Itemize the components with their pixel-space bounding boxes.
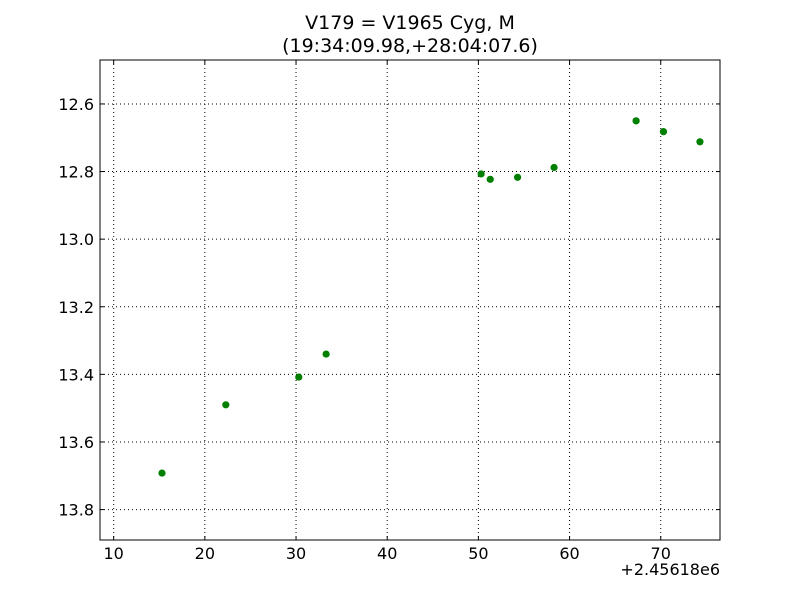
x-tick-label: 30 [286, 544, 306, 563]
x-tick-label: 40 [377, 544, 397, 563]
x-tick-labels: 10 20 30 40 50 60 70 [103, 544, 670, 563]
y-tick-label: 13.6 [58, 433, 94, 452]
data-point [632, 117, 640, 125]
x-tick-label: 60 [559, 544, 579, 563]
chart-title-line1: V179 = V1965 Cyg, M [305, 12, 515, 34]
x-tick-label: 20 [195, 544, 215, 563]
y-tick-labels: 12.6 12.8 13.0 13.2 13.4 13.6 13.8 [58, 95, 94, 520]
data-point [550, 163, 558, 172]
x-tick-label: 70 [651, 544, 671, 563]
plot-frame [99, 59, 721, 541]
data-point [486, 175, 494, 183]
y-tick-label: 13.4 [58, 365, 94, 384]
x-tick-label: 10 [103, 544, 123, 563]
data-point [477, 170, 485, 178]
data-points [158, 117, 704, 477]
grid-lines [100, 60, 720, 540]
data-point [222, 401, 230, 409]
x-tick-label: 50 [468, 544, 488, 563]
data-point [659, 128, 668, 136]
chart-title-line2: (19:34:09.98,+28:04:07.6) [282, 35, 538, 57]
axis-ticks [100, 60, 720, 540]
y-tick-label: 13.8 [58, 501, 94, 520]
x-axis-offset-label: +2.45618e6 [620, 560, 720, 579]
y-tick-label: 13.2 [58, 298, 94, 317]
y-tick-label: 12.8 [58, 163, 94, 182]
data-point [158, 469, 166, 477]
data-point [322, 350, 330, 358]
data-point [696, 138, 704, 146]
data-point [513, 173, 522, 181]
y-tick-label: 13.0 [58, 230, 94, 249]
y-tick-label: 12.6 [58, 95, 94, 114]
data-point [295, 373, 303, 381]
